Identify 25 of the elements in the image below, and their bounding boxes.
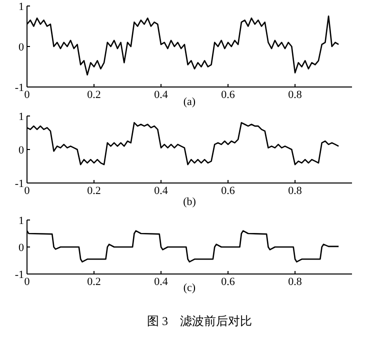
y-tick-label: 0 bbox=[18, 242, 24, 254]
x-tick-label: 0.2 bbox=[87, 276, 101, 288]
x-tick-label: 0.2 bbox=[87, 185, 101, 197]
x-tick-label: 0.4 bbox=[154, 185, 168, 197]
y-tick-label: 0 bbox=[18, 42, 24, 54]
x-tick-label: 0.8 bbox=[288, 185, 302, 197]
x-tick-label: 0.2 bbox=[87, 89, 101, 101]
y-tick-label: 0 bbox=[18, 144, 24, 156]
x-tick-label: 0.4 bbox=[154, 276, 168, 288]
y-tick-label: -1 bbox=[14, 82, 24, 94]
x-tick-label: 0.4 bbox=[154, 89, 168, 101]
x-axis-title: (c) bbox=[183, 282, 196, 294]
x-tick-label: 0.8 bbox=[288, 89, 302, 101]
x-tick-label: 0.6 bbox=[221, 276, 236, 288]
x-axis-title: (a) bbox=[183, 96, 196, 108]
x-axis-title: (b) bbox=[183, 196, 196, 208]
y-tick-label: 1 bbox=[18, 111, 24, 123]
y-tick-label: -1 bbox=[14, 178, 24, 190]
y-tick-label: -1 bbox=[14, 269, 24, 281]
x-tick-label: 0.6 bbox=[221, 185, 236, 197]
x-tick-label: 0.6 bbox=[221, 89, 236, 101]
caption: 图 3 滤波前后对比 bbox=[147, 314, 252, 328]
y-tick-label: 1 bbox=[18, 1, 24, 13]
y-tick-label: 1 bbox=[18, 215, 24, 227]
x-tick-label: 0.8 bbox=[288, 276, 302, 288]
